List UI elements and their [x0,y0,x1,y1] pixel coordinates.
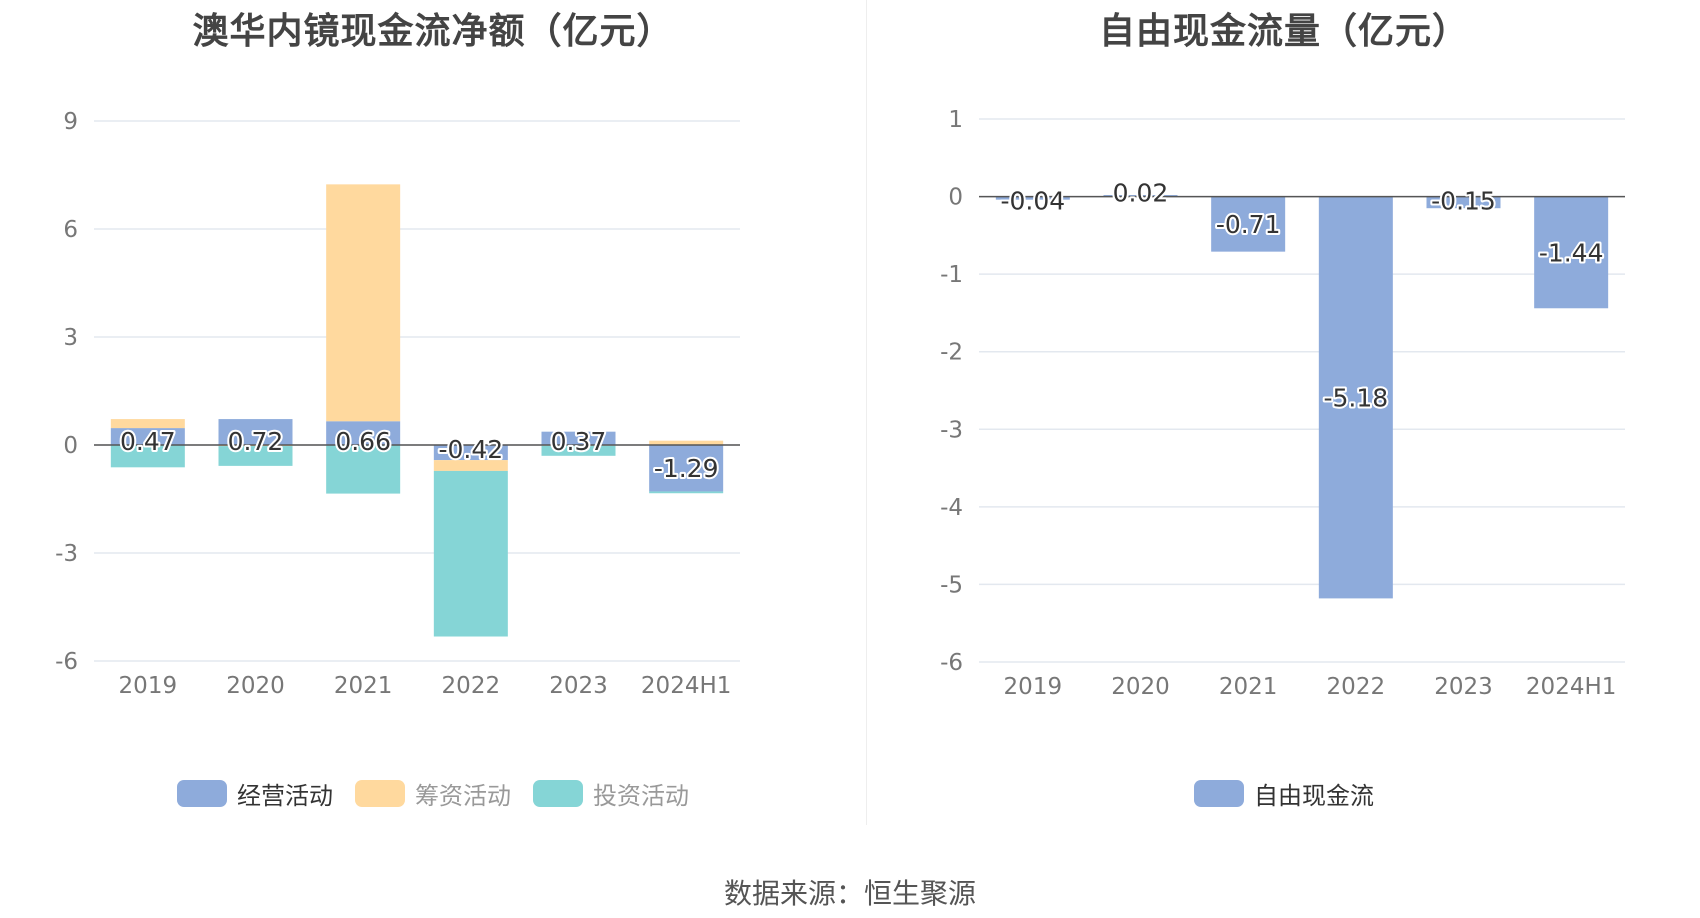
y-tick-label: -3 [55,541,78,567]
bar-2021-series-1 [326,184,401,422]
legend-right: 自由现金流 [868,776,1700,811]
data-label: -5.18 [1323,383,1388,412]
bar-2020-series-0 [218,419,293,445]
x-tick-label: 2019 [1004,674,1063,700]
data-source-note: 数据来源：恒生聚源 [723,877,976,910]
bar-2020-series-2 [218,446,293,466]
bar-2024H1-series-1 [649,440,724,445]
left-chart-panel: 澳华内镜现金流净额（亿元） 9 6 3 0 -3 -6 2019 2020 2021 2022 20… [0,0,866,830]
legend-label: 投资活动 [593,782,689,810]
y-tick-label: 0 [948,185,963,211]
legend-left: 经营活动 筹资活动 投资活动 [0,776,866,811]
panel-divider [866,0,867,825]
legend-item[interactable]: 经营活动 [177,776,333,811]
legend-swatch [177,780,227,807]
bar-2021-series-0 [1211,196,1286,252]
legend-swatch [533,780,583,807]
y-tick-label: 6 [63,217,78,243]
bar-2022-series-0 [1318,196,1393,599]
data-label: -0.42 [438,435,503,464]
y-tick-label: 9 [63,109,78,135]
x-tick-label: 2023 [549,673,608,699]
right-chart-panel: 自由现金流量（亿元） 1 0 -1 -2 -3 -4 -5 -6 2019 2020 2021 202… [868,0,1700,830]
y-tick-label: 1 [948,107,963,133]
x-tick-label: 2021 [334,673,393,699]
data-label: -1.44 [1539,238,1604,267]
y-tick-label: -5 [940,572,963,598]
bar-2024H1-series-0 [1534,196,1609,309]
x-tick-label: 2024H1 [1526,674,1616,700]
data-label: 0.66 [335,427,391,456]
legend-label: 经营活动 [237,782,333,810]
x-tick-label: 2020 [1111,674,1170,700]
bar-2022-series-0 [433,445,508,461]
legend-label: 筹资活动 [415,782,511,810]
y-tick-label: -2 [940,340,963,366]
data-label: -0.71 [1216,210,1281,239]
chart-title-right: 自由现金流量（亿元） [1098,11,1469,52]
x-tick-label: 2022 [442,673,501,699]
legend-item[interactable]: 筹资活动 [355,776,511,811]
x-tick-label: 2023 [1434,674,1493,700]
bar-2023-series-0 [1426,196,1501,209]
bar-2019-series-1 [110,419,185,429]
y-tick-label: -3 [940,417,963,443]
bar-2022-series-1 [433,460,508,471]
legend-swatch [355,780,405,807]
y-tick-label: -4 [940,495,963,521]
bar-2021-series-2 [326,445,401,494]
x-tick-label: 2019 [119,673,178,699]
legend-label: 自由现金流 [1254,782,1374,810]
bar-2023-series-0 [541,431,616,445]
bar-2020-series-0 [1103,195,1178,197]
x-tick-label: 2024H1 [641,673,731,699]
y-tick-label: -1 [940,262,963,288]
data-label: 0.37 [551,427,607,456]
bar-2024H1-series-0 [649,445,724,492]
y-tick-label: -6 [940,650,963,676]
chart-title-left: 澳华内镜现金流净额（亿元） [192,11,674,52]
data-label: 0.72 [228,427,284,456]
bar-2021-series-0 [326,421,401,445]
y-tick-label: 3 [63,325,78,351]
free-cash-flow-chart-svg: 1 0 -1 -2 -3 -4 -5 -6 2019 2020 2021 2022 2023 2024H1… [940,107,1625,700]
data-label: -0.04 [1000,187,1065,216]
y-tick-label: -6 [55,649,78,675]
cash-flow-chart-svg: 9 6 3 0 -3 -6 2019 2020 2021 2022 2023 2024H1 0.47 0.… [55,109,740,699]
bar-2024H1-series-2 [649,491,724,494]
bar-2023-series-2 [541,445,616,456]
legend-item[interactable]: 自由现金流 [1194,776,1374,811]
legend-item[interactable]: 投资活动 [533,776,689,811]
data-label: -0.15 [1431,187,1496,216]
bar-2022-series-2 [433,470,508,637]
bar-2019-series-2 [110,445,185,468]
bar-2019-series-0 [995,196,1070,200]
data-label: -1.29 [654,454,719,483]
x-tick-label: 2022 [1327,674,1386,700]
data-label: 0.47 [120,427,176,456]
bar-2019-series-0 [110,428,185,445]
legend-swatch [1194,780,1244,807]
x-tick-label: 2020 [226,673,285,699]
y-tick-label: 0 [63,433,78,459]
x-tick-label: 2021 [1219,674,1278,700]
data-label: 0.02 [1113,179,1169,208]
